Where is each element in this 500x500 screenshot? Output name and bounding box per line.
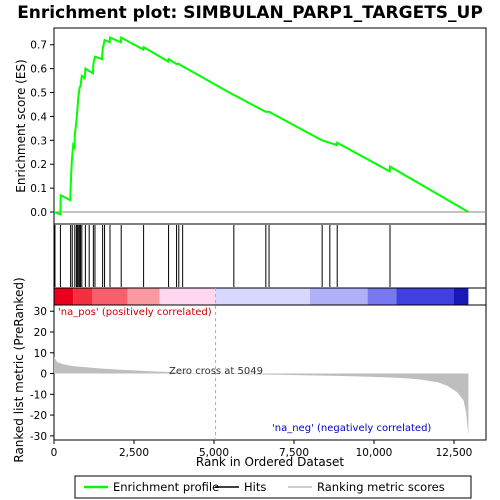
negative-correlation-label: 'na_neg' (negatively correlated) [272, 423, 431, 434]
es-tick-label: 0.5 [30, 88, 47, 100]
hit-markers [54, 225, 391, 287]
metric-tick-label: -20 [30, 410, 47, 422]
hits-panel-frame [53, 223, 487, 289]
es-panel: 0.0 0.1 0.2 0.3 0.4 0.5 0.6 0.7 [30, 27, 487, 225]
x-tick-label: 2,500 [119, 447, 149, 459]
es-ylabel: Enrichment score (ES) [14, 59, 28, 192]
es-axis: 0.0 0.1 0.2 0.3 0.4 0.5 0.6 0.7 [30, 40, 54, 219]
heat-band-segment [54, 288, 74, 305]
x-tick-label: 10,000 [356, 447, 393, 459]
metric-tick-label: 20 [34, 327, 47, 339]
x-tick-label: 7,500 [279, 447, 309, 459]
metric-tick-label: 10 [34, 348, 47, 360]
es-tick-label: 0.2 [30, 159, 47, 171]
zero-cross-label: Zero cross at 5049 [169, 366, 263, 377]
legend: Enrichment profile Hits Ranking metric sco… [74, 475, 472, 499]
heat-band-segment [215, 288, 310, 305]
x-axis-label: Rank in Ordered Dataset [196, 455, 344, 469]
x-axis: 0 2,500 5,000 7,500 10,000 12,500 [51, 440, 473, 459]
es-tick-label: 0.4 [30, 111, 47, 123]
es-panel-frame [53, 27, 487, 225]
es-tick-label: 0.7 [30, 40, 47, 52]
es-tick-label: 0.6 [30, 64, 47, 76]
es-tick-label: 0.0 [30, 207, 47, 219]
metric-tick-label: -30 [30, 431, 47, 443]
positive-correlation-label: 'na_pos' (positively correlated) [58, 307, 212, 318]
metric-axis: -30 -20 -10 0 10 20 30 [30, 306, 54, 443]
hits-panel [53, 223, 487, 289]
heat-band-segment [367, 288, 397, 305]
rank-heatmap-band [53, 287, 487, 306]
heat-band-segment [159, 288, 216, 305]
x-tick-label: 0 [51, 447, 58, 459]
metric-tick-label: -10 [30, 389, 47, 401]
x-tick-label: 5,000 [199, 447, 229, 459]
metric-tick-label: 0 [40, 369, 47, 381]
heat-band-segment [310, 288, 368, 305]
legend-label: Enrichment profile [113, 480, 219, 494]
legend-label: Ranking metric scores [317, 480, 445, 494]
metric-tick-label: 30 [34, 306, 47, 318]
es-tick-label: 0.3 [30, 135, 47, 147]
heat-band-segment [396, 288, 454, 305]
heat-band-segment [127, 288, 160, 305]
heat-band-segment [92, 288, 128, 305]
es-tick-label: 0.1 [30, 183, 47, 195]
heat-band-segment [454, 288, 469, 305]
chart-title: Enrichment plot: SIMBULAN_PARP1_TARGETS_… [17, 3, 483, 23]
legend-frame [74, 475, 472, 499]
heat-band-segment [73, 288, 93, 305]
enrichment-profile-line [53, 35, 469, 216]
x-tick-label: 12,500 [436, 447, 473, 459]
metric-ylabel: Ranked list metric (PreRanked) [12, 277, 26, 462]
ranking-metric-area [54, 356, 469, 436]
metric-panel: -30 -20 -10 0 10 20 30 Zero cross at 5049 'na_… [30, 288, 487, 443]
legend-label: Hits [244, 480, 266, 494]
